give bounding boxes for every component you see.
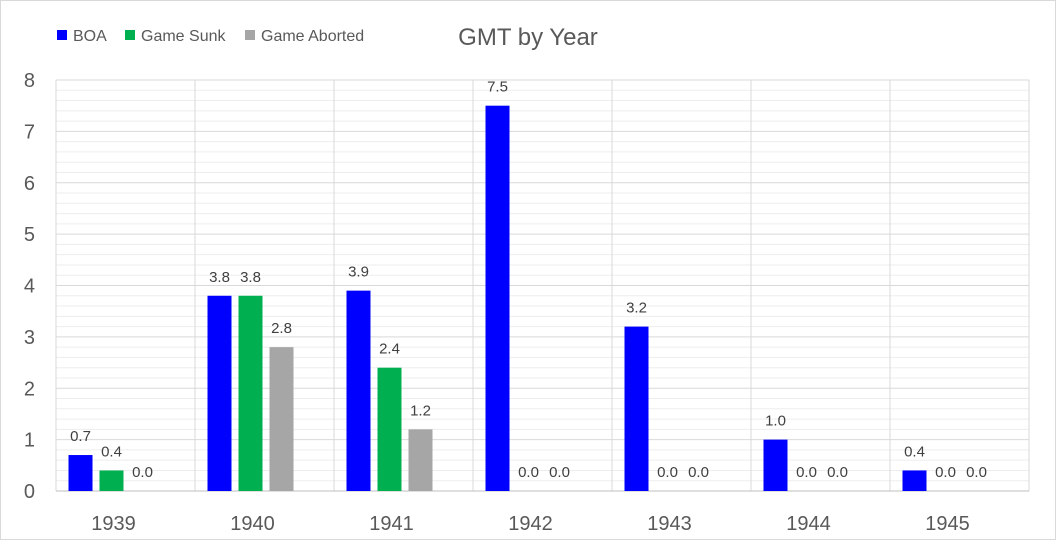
y-tick-label: 7 [24,121,35,143]
bar-game-sunk [238,295,263,491]
x-tick-label: 1943 [647,513,692,535]
y-tick-label: 8 [24,70,35,92]
data-label: 3.8 [209,269,230,286]
x-tick-label: 1944 [786,513,831,535]
bar-boa [346,290,371,491]
bar-game-aborted [269,347,294,491]
data-label: 2.4 [379,341,400,358]
legend-swatch [245,30,255,40]
data-label: 7.5 [487,79,508,96]
bar-boa [68,455,93,491]
chart-title: GMT by Year [458,24,598,51]
data-label: 0.0 [132,464,153,481]
data-label: 0.0 [796,464,817,481]
data-label: 0.0 [966,464,987,481]
data-label: 3.8 [240,269,261,286]
legend-label: BOA [73,28,107,45]
data-label: 0.0 [549,464,570,481]
data-label: 3.9 [348,264,369,281]
x-tick-label: 1939 [91,513,136,535]
legend-swatch [57,30,67,40]
legend-label: Game Sunk [141,28,226,45]
legend-label: Game Aborted [261,28,364,45]
data-label: 3.2 [626,300,647,317]
y-tick-label: 0 [24,481,35,503]
bar-game-sunk [377,367,402,491]
data-label: 0.0 [827,464,848,481]
data-label: 0.7 [70,428,91,445]
data-label: 0.0 [688,464,709,481]
x-tick-label: 1940 [230,513,275,535]
x-tick-label: 1945 [925,513,970,535]
x-tick-label: 1941 [369,513,414,535]
data-label: 0.0 [935,464,956,481]
bar-boa [624,326,649,491]
legend-swatch [125,30,135,40]
data-label: 1.0 [765,413,786,430]
y-tick-label: 1 [24,430,35,452]
y-tick-label: 3 [24,327,35,349]
bar-boa [763,439,788,491]
y-tick-label: 6 [24,173,35,195]
bar-game-sunk [99,470,124,491]
y-tick-label: 5 [24,224,35,246]
bar-boa [207,295,232,491]
y-tick-label: 4 [24,276,35,298]
data-label: 1.2 [410,402,431,419]
data-label: 0.0 [518,464,539,481]
bar-game-aborted [408,429,433,491]
data-label: 0.4 [904,443,925,460]
bar-boa [485,105,510,491]
data-label: 2.8 [271,320,292,337]
y-tick-label: 2 [24,378,35,400]
data-label: 0.0 [657,464,678,481]
data-label: 0.4 [101,443,122,460]
x-tick-label: 1942 [508,513,553,535]
bar-boa [902,470,927,491]
